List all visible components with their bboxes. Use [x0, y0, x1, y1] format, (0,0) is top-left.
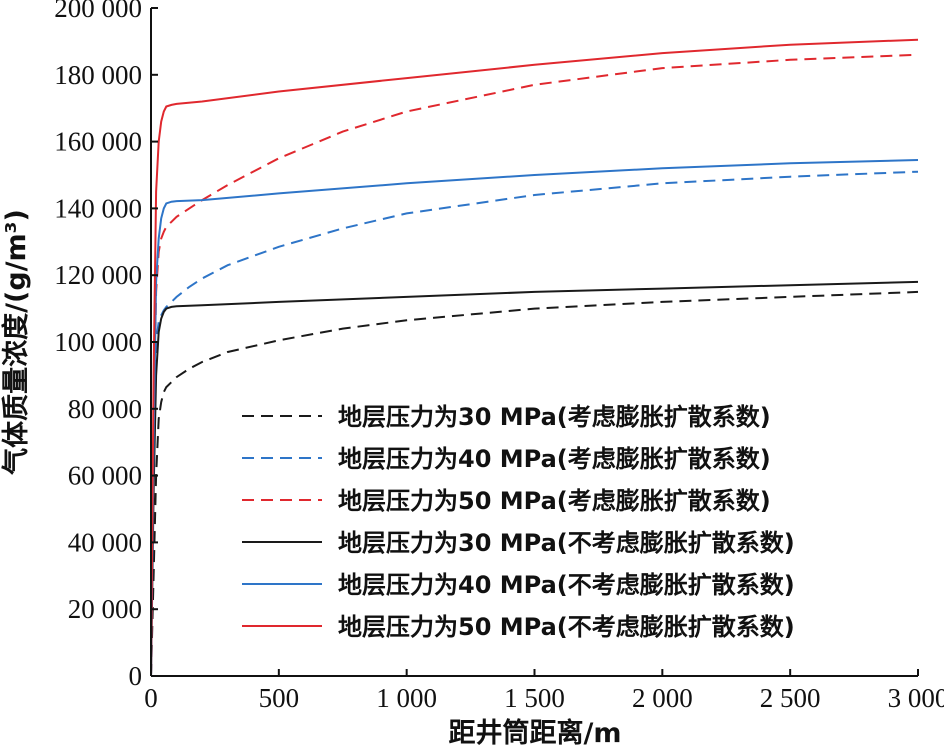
- series-layer: [150, 38, 919, 677]
- legend-label-2: 地层压力为40 MPa(考虑膨胀扩散系数): [338, 445, 771, 473]
- y-tick-label: 0: [129, 661, 143, 691]
- x-tick-label: 1 500: [504, 683, 565, 713]
- y-tick-label: 40 000: [68, 527, 142, 557]
- x-tick-label: 500: [259, 683, 300, 713]
- y-tick-label: 100 000: [54, 327, 142, 357]
- y-ticks: 0 20 000 40 000 60 000 80 000 100 000 120 000 1…: [54, 0, 158, 691]
- x-axis-title: 距井筒距离/m: [449, 717, 622, 749]
- y-tick-label: 120 000: [54, 260, 142, 290]
- series-line-1: [150, 290, 919, 677]
- x-tick-label: 0: [144, 683, 158, 713]
- legend: 地层压力为30 MPa(考虑膨胀扩散系数) 地层压力为40 MPa(考虑膨胀扩散系…: [242, 403, 795, 641]
- legend-label-3: 地层压力为50 MPa(考虑膨胀扩散系数): [338, 487, 771, 515]
- legend-label-6: 地层压力为50 MPa(不考虑膨胀扩散系数): [338, 613, 795, 641]
- series-line-2: [150, 170, 919, 677]
- y-tick-label: 160 000: [54, 127, 142, 157]
- series-line-5: [150, 159, 919, 677]
- x-tick-label: 1 000: [376, 683, 437, 713]
- x-tick-label: 2 000: [632, 683, 693, 713]
- y-tick-label: 140 000: [54, 193, 142, 223]
- series-line-6: [150, 38, 919, 677]
- series-line-4: [150, 280, 919, 677]
- y-tick-label: 80 000: [68, 394, 142, 424]
- y-axis-title: 气体质量浓度/(g/m³): [0, 209, 32, 476]
- legend-label-4: 地层压力为30 MPa(不考虑膨胀扩散系数): [338, 529, 795, 557]
- x-tick-label: 2 500: [760, 683, 821, 713]
- y-tick-label: 180 000: [54, 60, 142, 90]
- y-tick-label: 200 000: [54, 0, 142, 23]
- x-tick-label: 3 000: [888, 683, 944, 713]
- legend-label-5: 地层压力为40 MPa(不考虑膨胀扩散系数): [338, 571, 795, 599]
- y-tick-label: 20 000: [68, 594, 142, 624]
- y-tick-label: 60 000: [68, 461, 142, 491]
- legend-label-1: 地层压力为30 MPa(考虑膨胀扩散系数): [338, 403, 771, 431]
- x-ticks: 0 500 1 000 1 500 2 000 2 500 3 000: [144, 669, 944, 713]
